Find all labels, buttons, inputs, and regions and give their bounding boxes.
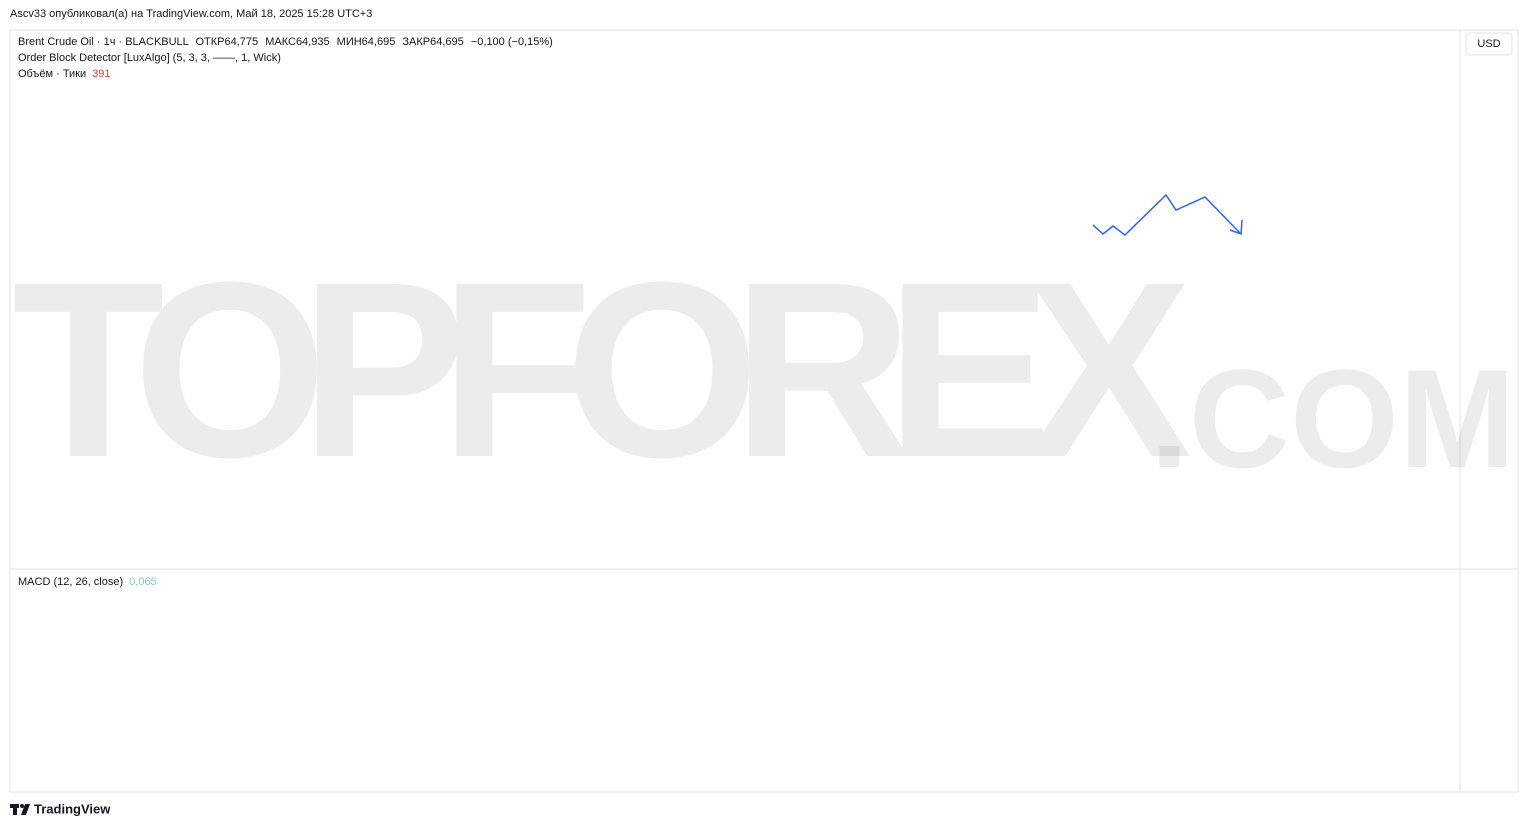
currency[interactable]: USD [1477,38,1500,50]
macd-value: 0,065 [129,576,157,588]
forecast-arrow [1092,193,1241,236]
frame [9,29,1519,793]
change: −0,100 (−0,15%) [471,36,553,48]
footer-logo [10,804,30,815]
value: 64,695 [362,36,396,48]
logo-part [20,804,24,808]
symbol: Brent Crude Oil · 1ч · BLACKBULL [18,36,189,48]
volume-name: Объём · Тики [18,68,86,80]
currency-button[interactable] [1465,32,1513,56]
logo-part [21,804,30,815]
indicator: Order Block Detector [LuxAlgo] (5, 3, 3,… [18,52,281,64]
volume-value: 391 [92,68,110,80]
label: МАКС [265,36,296,48]
macd-legend: MACD (12, 26, close) 0,065 [18,576,157,588]
brand: TradingView [34,801,111,816]
value: 64,695 [430,36,464,48]
value: 64,775 [224,36,258,48]
logo-part [13,804,17,815]
macd-name: MACD (12, 26, close) [18,576,123,588]
volume-legend: Объём · Тики 391 [18,68,111,80]
watermark-suffix: .COM [1150,340,1516,497]
value: 64,935 [296,36,330,48]
watermark: TOPFOREX .COM [12,230,1516,509]
publisher: Ascv33 опубликовал(а) на TradingView.com… [10,8,372,20]
legend-row: Brent Crude Oil · 1ч · BLACKBULL ОТКР64,… [18,36,553,48]
watermark-text: TOPFOREX [12,230,1192,509]
label: ОТКР [195,36,224,48]
arrow-head [1229,219,1243,236]
label: ЗАКР [402,36,430,48]
label: МИН [337,36,362,48]
